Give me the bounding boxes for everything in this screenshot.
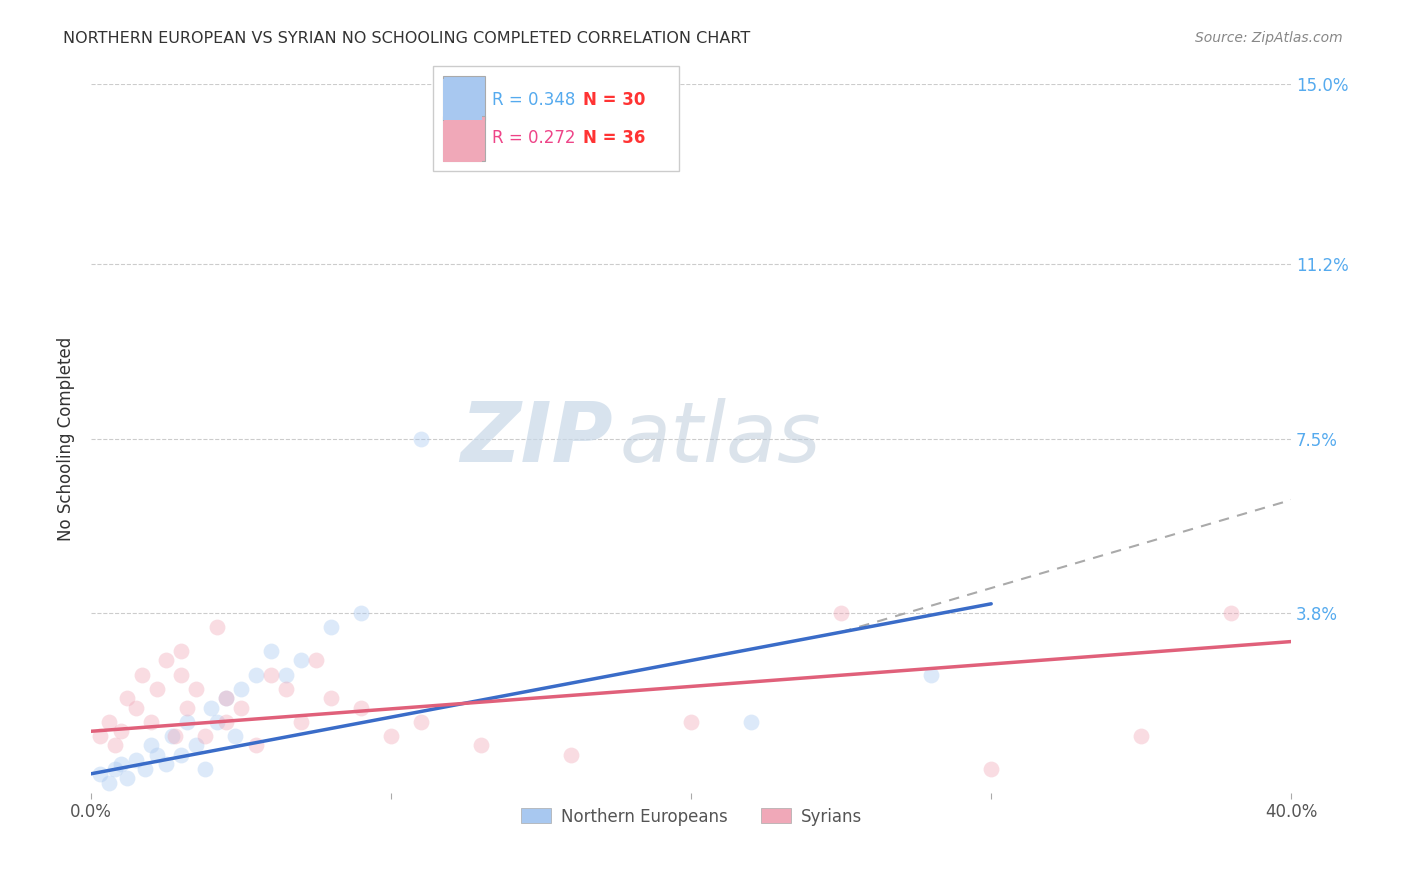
- Point: [305, 653, 328, 667]
- Point: [141, 739, 163, 753]
- Point: [380, 729, 402, 743]
- Point: [155, 757, 177, 772]
- Point: [146, 747, 169, 762]
- Text: NORTHERN EUROPEAN VS SYRIAN NO SCHOOLING COMPLETED CORRELATION CHART: NORTHERN EUROPEAN VS SYRIAN NO SCHOOLING…: [63, 31, 751, 46]
- Point: [411, 432, 433, 446]
- Legend: Northern Europeans, Syrians: Northern Europeans, Syrians: [512, 799, 870, 834]
- Point: [290, 653, 312, 667]
- Point: [141, 714, 163, 729]
- Point: [276, 667, 298, 681]
- Point: [245, 667, 267, 681]
- Point: [215, 691, 238, 706]
- Point: [276, 681, 298, 696]
- Point: [110, 757, 132, 772]
- Point: [350, 700, 373, 714]
- Point: [89, 729, 111, 743]
- Point: [231, 681, 253, 696]
- Point: [125, 753, 148, 767]
- Point: [170, 644, 193, 658]
- Point: [1220, 606, 1243, 620]
- Point: [290, 714, 312, 729]
- Text: ZIP: ZIP: [461, 398, 613, 479]
- Point: [920, 667, 942, 681]
- Point: [215, 714, 238, 729]
- Point: [104, 762, 127, 776]
- Point: [470, 739, 492, 753]
- Point: [170, 747, 193, 762]
- Point: [104, 739, 127, 753]
- Point: [740, 714, 762, 729]
- Point: [146, 681, 169, 696]
- Point: [260, 667, 283, 681]
- Point: [155, 653, 177, 667]
- Point: [110, 724, 132, 739]
- Point: [194, 729, 217, 743]
- Point: [321, 691, 343, 706]
- Point: [260, 644, 283, 658]
- Point: [205, 714, 228, 729]
- Point: [186, 681, 208, 696]
- Text: R = 0.348: R = 0.348: [492, 91, 575, 109]
- Point: [245, 739, 267, 753]
- Y-axis label: No Schooling Completed: No Schooling Completed: [58, 336, 75, 541]
- Point: [176, 700, 198, 714]
- Point: [205, 620, 228, 634]
- Point: [125, 700, 148, 714]
- Point: [176, 714, 198, 729]
- Point: [224, 729, 246, 743]
- Point: [134, 762, 156, 776]
- Point: [231, 700, 253, 714]
- Point: [115, 772, 138, 786]
- Text: Source: ZipAtlas.com: Source: ZipAtlas.com: [1195, 31, 1343, 45]
- Text: N = 36: N = 36: [583, 129, 645, 147]
- Point: [89, 766, 111, 780]
- Point: [194, 762, 217, 776]
- Point: [200, 700, 222, 714]
- Point: [170, 667, 193, 681]
- Point: [411, 714, 433, 729]
- Point: [131, 667, 153, 681]
- Point: [321, 620, 343, 634]
- Point: [215, 691, 238, 706]
- Point: [186, 739, 208, 753]
- Point: [560, 747, 582, 762]
- Point: [165, 729, 187, 743]
- Point: [1130, 729, 1153, 743]
- Point: [115, 691, 138, 706]
- Point: [98, 776, 121, 790]
- Point: [830, 606, 852, 620]
- Point: [350, 606, 373, 620]
- Text: N = 30: N = 30: [583, 91, 645, 109]
- Point: [980, 762, 1002, 776]
- Point: [160, 729, 183, 743]
- Text: R = 0.272: R = 0.272: [492, 129, 575, 147]
- Point: [98, 714, 121, 729]
- Text: atlas: atlas: [619, 398, 821, 479]
- Point: [681, 714, 703, 729]
